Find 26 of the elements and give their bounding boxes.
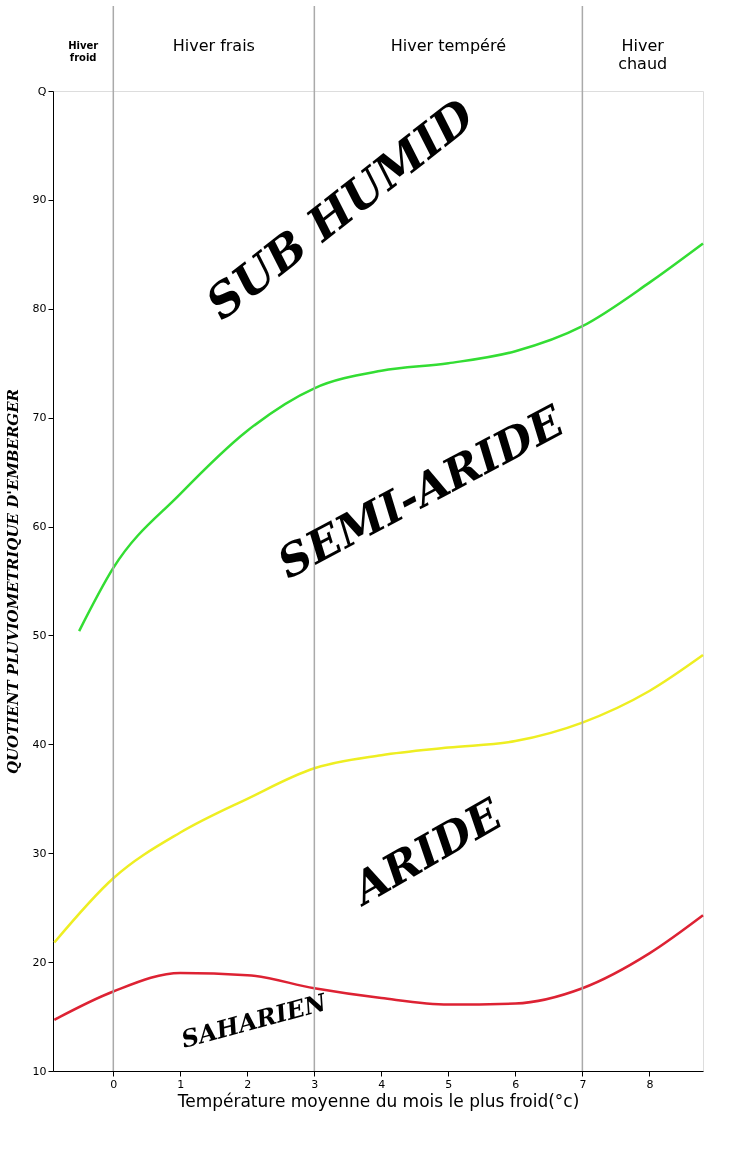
y-tick-label: Q	[37, 84, 47, 98]
y-tick-label: 50	[32, 628, 47, 642]
y-tick-label: 10	[32, 1064, 47, 1078]
x-tick-label: 3	[311, 1077, 319, 1091]
x-tick-label: 8	[646, 1077, 654, 1091]
line-series	[53, 653, 705, 944]
y-tick-label: 20	[32, 955, 47, 969]
y-tick-label: 60	[32, 520, 47, 534]
y-tick-label: 90	[32, 193, 47, 207]
x-tick-label: 1	[177, 1077, 185, 1091]
text: Hiver frais	[172, 36, 255, 55]
x-tick-label: 0	[110, 1077, 118, 1091]
y-tick-label: 40	[32, 737, 47, 751]
y-tick-label: 30	[32, 846, 47, 860]
x-tick-label: 6	[512, 1077, 520, 1091]
text: Hiver froid	[68, 40, 99, 63]
y-tick-label: 80	[32, 302, 47, 316]
x-tick-label: 4	[378, 1077, 386, 1091]
x-axis-title: Température moyenne du mois le plus froid(°c)	[176, 1090, 580, 1111]
y-axis-title: QUOTIENT PLUVIOMETRIQUE D'EMBERGER	[3, 388, 22, 775]
text: Hiver chaud	[618, 36, 668, 73]
x-tick-label: 5	[445, 1077, 453, 1091]
x-tick-label: 7	[579, 1077, 587, 1091]
x-tick-label: 2	[244, 1077, 252, 1091]
text: Hiver tempéré	[390, 36, 506, 55]
y-tick-label: 70	[32, 411, 47, 425]
